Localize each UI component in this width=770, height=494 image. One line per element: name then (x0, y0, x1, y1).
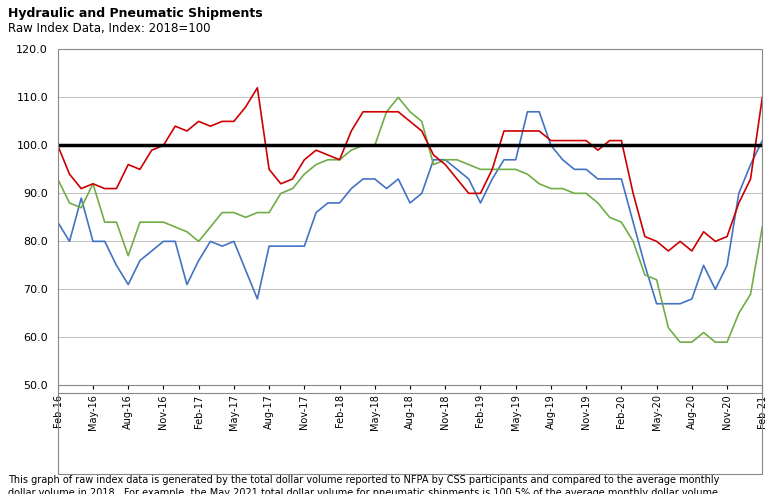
Mobile Hydraulic (429, 157, 438, 163)
Industrial Hydraulic (675, 339, 685, 345)
Mobile Hydraulic (194, 257, 203, 263)
Total Pneumatic (688, 248, 697, 254)
Industrial Hydraulic (53, 176, 62, 182)
Mobile Hydraulic (652, 301, 661, 307)
Text: Hydraulic and Pneumatic Shipments: Hydraulic and Pneumatic Shipments (8, 7, 263, 20)
Total Pneumatic (487, 166, 497, 172)
Total Pneumatic (53, 142, 62, 148)
Industrial Hydraulic (217, 209, 226, 215)
Total Pneumatic (758, 94, 767, 100)
Total Pneumatic (253, 85, 262, 91)
Total Pneumatic (217, 119, 226, 124)
Line: Mobile Hydraulic: Mobile Hydraulic (58, 112, 762, 304)
Industrial Hydraulic (688, 339, 697, 345)
Mobile Hydraulic (217, 243, 226, 249)
Line: Industrial Hydraulic: Industrial Hydraulic (58, 97, 762, 342)
Industrial Hydraulic (487, 166, 497, 172)
Industrial Hydraulic (300, 171, 309, 177)
Mobile Hydraulic (476, 200, 485, 206)
Mobile Hydraulic (688, 296, 697, 302)
Total Pneumatic (311, 147, 320, 153)
Industrial Hydraulic (393, 94, 403, 100)
Text: Raw Index Data, Index: 2018=100: Raw Index Data, Index: 2018=100 (8, 22, 210, 35)
Mobile Hydraulic (53, 219, 62, 225)
Mobile Hydraulic (523, 109, 532, 115)
Industrial Hydraulic (194, 239, 203, 245)
Industrial Hydraulic (758, 224, 767, 230)
Total Pneumatic (664, 248, 673, 254)
Text: This graph of raw index data is generated by the total dollar volume reported to: This graph of raw index data is generate… (8, 475, 719, 494)
Industrial Hydraulic (440, 157, 450, 163)
Mobile Hydraulic (758, 138, 767, 144)
Mobile Hydraulic (300, 243, 309, 249)
Line: Total Pneumatic: Total Pneumatic (58, 88, 762, 251)
Total Pneumatic (440, 162, 450, 167)
Total Pneumatic (194, 119, 203, 124)
